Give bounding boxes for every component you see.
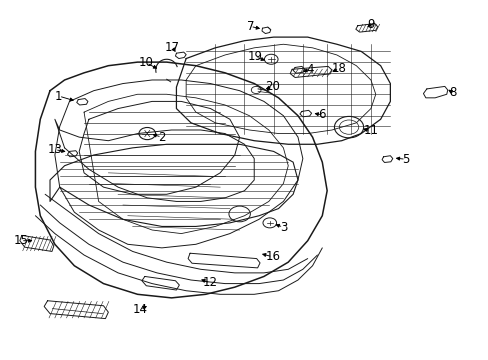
- Text: 13: 13: [47, 143, 62, 156]
- Text: 1: 1: [55, 90, 62, 103]
- Text: 11: 11: [363, 124, 378, 137]
- Text: 15: 15: [13, 234, 28, 247]
- Text: 17: 17: [165, 41, 180, 54]
- Text: 14: 14: [132, 303, 147, 316]
- Text: 7: 7: [246, 20, 254, 33]
- Text: 5: 5: [402, 153, 409, 166]
- Text: 12: 12: [203, 276, 218, 289]
- Text: 4: 4: [306, 63, 313, 76]
- Text: 10: 10: [139, 56, 153, 69]
- Text: 2: 2: [158, 131, 165, 144]
- Text: 16: 16: [264, 250, 280, 263]
- Text: 3: 3: [279, 221, 286, 234]
- Text: 18: 18: [331, 62, 346, 75]
- Text: 8: 8: [448, 86, 455, 99]
- Text: 9: 9: [366, 18, 374, 31]
- Text: 6: 6: [318, 108, 325, 121]
- Text: 20: 20: [264, 80, 280, 93]
- Text: 19: 19: [247, 50, 262, 63]
